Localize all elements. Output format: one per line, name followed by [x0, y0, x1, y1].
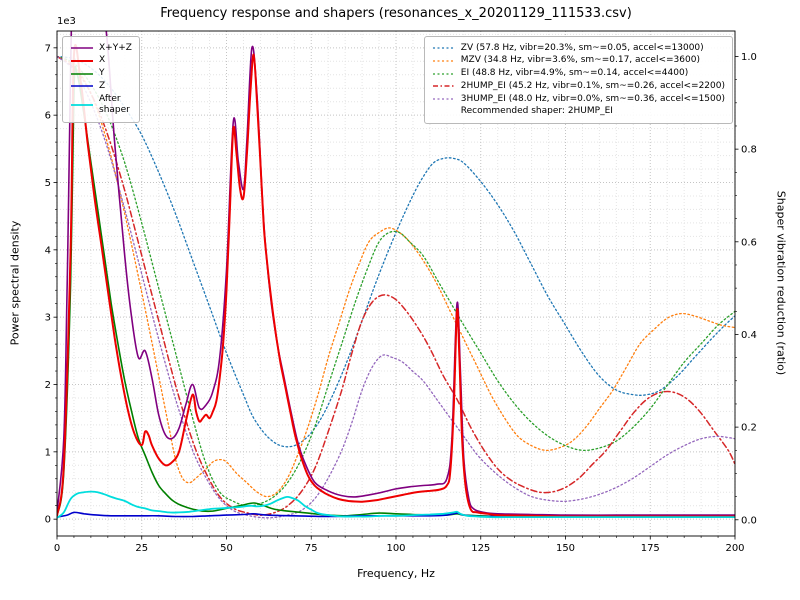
series-2hump_ei — [57, 55, 735, 516]
series-x — [57, 44, 735, 518]
legend-label: ZV (57.8 Hz, vibr=20.3%, sm~=0.05, accel… — [460, 42, 704, 53]
tick-label: 1.0 — [741, 52, 757, 63]
legend-item-sum: X+Y+Z — [70, 43, 132, 54]
tick-label: 75 — [305, 543, 318, 554]
legend-line-sample — [432, 85, 455, 88]
tick-label: 200 — [725, 543, 744, 554]
legend-label: MZV (34.8 Hz, vibr=3.6%, sm~=0.17, accel… — [460, 55, 700, 66]
legend-line-sample — [432, 98, 455, 100]
legend-item-mzv: MZV (34.8 Hz, vibr=3.6%, sm~=0.17, accel… — [432, 55, 725, 66]
tick-label: 7 — [45, 43, 51, 54]
axis-offset-text: 1e3 — [57, 16, 76, 27]
legend-label: Z — [99, 80, 106, 91]
tick-label: 6 — [45, 111, 51, 122]
legend-item-ei: EI (48.8 Hz, vibr=4.9%, sm~=0.14, accel<… — [432, 68, 725, 79]
tick-label: 0.6 — [741, 237, 757, 248]
x-axis-label: Frequency, Hz — [357, 567, 435, 580]
tick-label: 25 — [135, 543, 148, 554]
tick-label: 50 — [220, 543, 233, 554]
tick-label: 150 — [556, 543, 575, 554]
legend-line-sample — [432, 47, 455, 49]
tick-label: 100 — [386, 543, 405, 554]
series-sum — [57, 31, 735, 516]
series-mzv — [57, 55, 735, 498]
legend-item-y: Y — [70, 68, 132, 79]
legend-item-3hump_ei: 3HUMP_EI (48.0 Hz, vibr=0.0%, sm~=0.36, … — [432, 94, 725, 105]
tick-label: 125 — [471, 543, 490, 554]
legend-label: 3HUMP_EI (48.0 Hz, vibr=0.0%, sm~=0.36, … — [460, 93, 725, 104]
tick-label: 0.8 — [741, 145, 757, 156]
legend-item-after: After shaper — [70, 94, 132, 117]
y-axis-label-left: Power spectral density — [8, 220, 22, 346]
legend-label: X — [99, 55, 106, 66]
legend-item-recommended: Recommended shaper: 2HUMP_EI — [432, 106, 725, 117]
legend-line-sample — [71, 72, 93, 75]
legend-shapers: ZV (57.8 Hz, vibr=20.3%, sm~=0.05, accel… — [423, 36, 733, 124]
legend-item-x: X — [70, 55, 132, 66]
series-y — [57, 65, 735, 518]
legend-item-zv: ZV (57.8 Hz, vibr=20.3%, sm~=0.05, accel… — [432, 43, 725, 54]
legend-line-sample — [71, 85, 93, 88]
legend-line-sample — [71, 47, 93, 49]
legend-label: Recommended shaper: 2HUMP_EI — [460, 106, 613, 117]
legend-label: 2HUMP_EI (45.2 Hz, vibr=0.1%, sm~=0.26, … — [460, 80, 725, 91]
tick-label: 0 — [54, 543, 60, 554]
tick-labels: 0 25 50 75 100 125 150 175 200 0 1 2 3 4 5 6 7 0.0 0.2 0.4 0… — [45, 43, 757, 554]
legend-label: After shaper — [99, 93, 130, 115]
legend-sample-spacer — [432, 107, 456, 117]
legend-line-sample — [71, 59, 93, 62]
legend-psd: X+Y+Z X Y Z After shaper — [62, 36, 140, 123]
tick-label: 0.2 — [741, 423, 757, 434]
series-zv — [57, 55, 735, 448]
tick-label: 2 — [45, 380, 51, 391]
tick-label: 175 — [641, 543, 660, 554]
tick-label: 0 — [45, 515, 51, 526]
legend-item-2hump_ei: 2HUMP_EI (45.2 Hz, vibr=0.1%, sm~=0.26, … — [432, 81, 725, 92]
legend-label: X+Y+Z — [99, 42, 132, 53]
series-3hump_ei — [57, 55, 735, 519]
tick-label: 3 — [45, 313, 51, 324]
tick-label: 0.0 — [741, 515, 757, 526]
legend-line-sample — [432, 72, 455, 75]
tick-label: 1 — [45, 447, 51, 458]
tick-label: 0.4 — [741, 330, 757, 341]
legend-line-sample — [71, 103, 93, 106]
tick-label: 4 — [45, 245, 51, 256]
series-after — [57, 490, 735, 519]
tick-label: 5 — [45, 178, 51, 189]
chart-title: Frequency response and shapers (resonanc… — [160, 6, 632, 21]
legend-label: EI (48.8 Hz, vibr=4.9%, sm~=0.14, accel<… — [460, 68, 689, 78]
legend-item-z: Z — [70, 81, 132, 92]
legend-line-sample — [432, 60, 455, 62]
legend-label: Y — [99, 68, 105, 78]
y-axis-label-right: Shaper vibration reduction (ratio) — [774, 190, 788, 376]
